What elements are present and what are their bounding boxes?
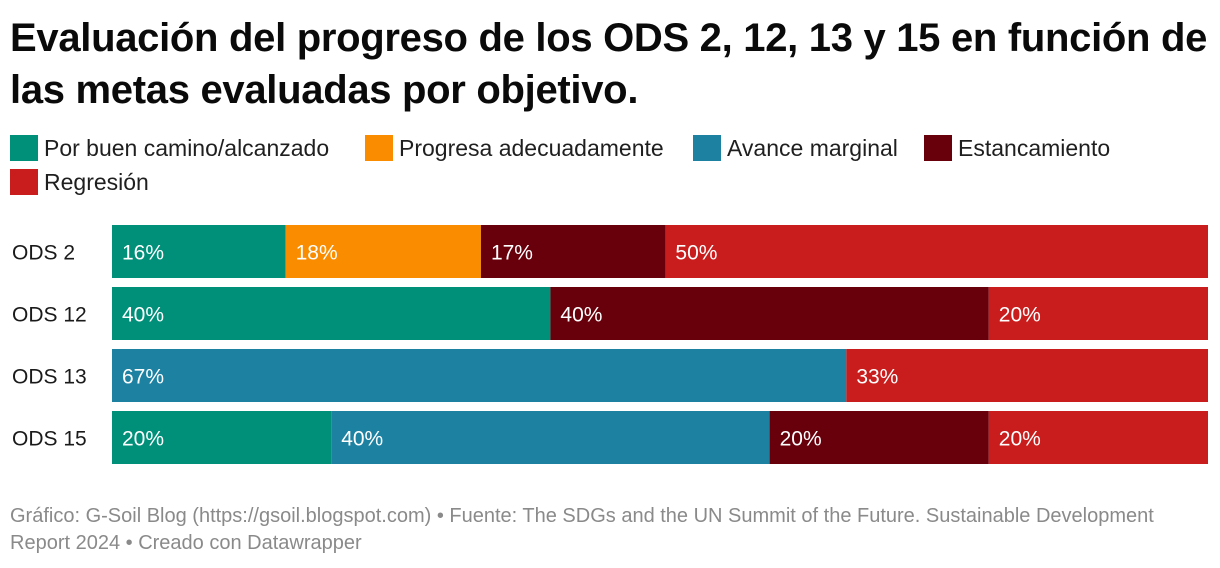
category-label-ods-12: ODS 12 (12, 304, 87, 327)
category-label-ods-13: ODS 13 (12, 366, 87, 389)
bar-segment-ods-15-avance-marginal (331, 411, 770, 464)
legend-label-moderate-progress: Progresa adecuadamente (399, 134, 664, 161)
bar-segment-ods-2-estancamiento (480, 225, 666, 278)
value-label-ods-15-por-buen-camino-alcanzado: 20% (122, 428, 164, 451)
legend-swatch-marginal-progress (693, 135, 721, 161)
legend-item-marginal-progress: Avance marginal (693, 131, 898, 165)
legend-item-on-track: Por buen camino/alcanzado (10, 131, 329, 165)
value-label-ods-2-estancamiento: 17% (491, 242, 533, 265)
value-label-ods-12-estancamiento: 40% (560, 304, 602, 327)
bar-segment-ods-15-por-buen-camino-alcanzado (112, 411, 332, 464)
bar-segment-ods-15-estancamiento (769, 411, 989, 464)
legend-swatch-regression (10, 169, 38, 195)
bar-segment-ods-12-regresi-n (988, 287, 1208, 340)
value-label-ods-13-regresi-n: 33% (856, 366, 898, 389)
bar-segment-ods-13-regresi-n (846, 349, 1208, 402)
bar-segment-ods-2-progresa-adecuadamente (285, 225, 481, 278)
legend-swatch-moderate-progress (365, 135, 393, 161)
value-label-ods-12-por-buen-camino-alcanzado: 40% (122, 304, 164, 327)
legend-item-moderate-progress: Progresa adecuadamente (365, 131, 664, 165)
chart-title: Evaluación del progreso de los ODS 2, 12… (10, 16, 1208, 112)
bar-segment-ods-15-regresi-n (988, 411, 1208, 464)
value-label-ods-15-avance-marginal: 40% (341, 428, 383, 451)
bar-segment-ods-12-por-buen-camino-alcanzado (112, 287, 551, 340)
bar-segment-ods-2-por-buen-camino-alcanzado (112, 225, 286, 278)
category-label-ods-2: ODS 2 (12, 242, 75, 265)
legend-swatch-on-track (10, 135, 38, 161)
value-label-ods-13-avance-marginal: 67% (122, 366, 164, 389)
value-label-ods-2-progresa-adecuadamente: 18% (296, 242, 338, 265)
value-label-ods-2-por-buen-camino-alcanzado: 16% (122, 242, 164, 265)
legend-swatch-stagnation (924, 135, 952, 161)
category-label-ods-15: ODS 15 (12, 428, 87, 451)
value-label-ods-2-regresi-n: 50% (675, 242, 717, 265)
legend-label-on-track: Por buen camino/alcanzado (44, 134, 330, 161)
stacked-bar-chart: ODS 2 16% 18% 17% 50% ODS 12 40% 40% 20% ODS 13 67… (12, 225, 1208, 464)
bar-segment-ods-12-estancamiento (550, 287, 989, 340)
legend-label-regression: Regresión (44, 168, 149, 195)
bar-segment-ods-13-avance-marginal (112, 349, 847, 402)
legend-label-stagnation: Estancamiento (958, 134, 1111, 161)
value-label-ods-15-regresi-n: 20% (999, 428, 1041, 451)
value-label-ods-12-regresi-n: 20% (999, 304, 1041, 327)
footer-credit: Gráfico: G-Soil Blog (https://gsoil.blog… (10, 505, 1154, 554)
legend-item-stagnation: Estancamiento (924, 131, 1110, 165)
bar-segment-ods-2-regresi-n (665, 225, 1208, 278)
value-label-ods-15-estancamiento: 20% (780, 428, 822, 451)
legend-item-regression: Regresión (10, 165, 149, 199)
legend-label-marginal-progress: Avance marginal (727, 134, 898, 161)
